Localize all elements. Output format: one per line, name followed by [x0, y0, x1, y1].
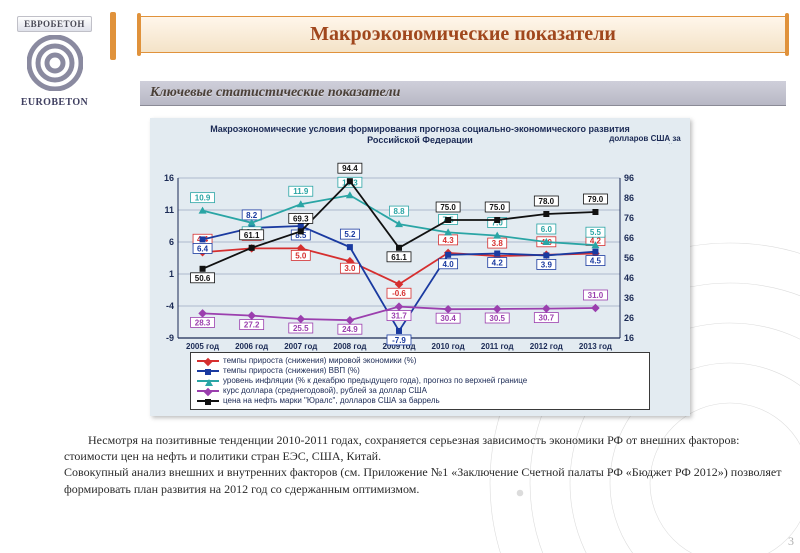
svg-text:96: 96 — [624, 173, 634, 183]
logo-text-en: EUROBETON — [12, 97, 97, 108]
svg-text:50.6: 50.6 — [195, 274, 211, 283]
svg-text:36: 36 — [624, 293, 634, 303]
svg-text:-9: -9 — [166, 333, 174, 343]
legend-item: цена на нефть марки "Юралс", долларов СШ… — [197, 396, 643, 406]
svg-text:5.2: 5.2 — [344, 230, 356, 239]
svg-text:75.0: 75.0 — [440, 203, 456, 212]
svg-text:3.0: 3.0 — [344, 264, 356, 273]
legend-item: курс доллара (среднегодовой), рублей за … — [197, 386, 643, 396]
svg-text:2012 год: 2012 год — [530, 342, 563, 351]
svg-text:6.4: 6.4 — [197, 244, 209, 253]
svg-text:61.1: 61.1 — [391, 253, 407, 262]
svg-text:4.0: 4.0 — [443, 260, 455, 269]
svg-text:94.4: 94.4 — [342, 164, 358, 173]
svg-text:27.2: 27.2 — [244, 321, 260, 330]
svg-text:5.0: 5.0 — [295, 251, 307, 260]
svg-text:56: 56 — [624, 253, 634, 263]
svg-text:2008 год: 2008 год — [333, 342, 366, 351]
legend-item: темпы прироста (снижения) мировой эконом… — [197, 356, 643, 366]
svg-text:11.9: 11.9 — [293, 187, 309, 196]
svg-text:30.4: 30.4 — [440, 314, 456, 323]
page-title: Макроэкономические показатели — [140, 16, 786, 53]
svg-text:3.9: 3.9 — [541, 260, 553, 269]
svg-text:31.0: 31.0 — [588, 291, 604, 300]
svg-text:2013 год: 2013 год — [579, 342, 612, 351]
svg-text:8.2: 8.2 — [246, 211, 258, 220]
legend-item: темпы прироста (снижения) ВВП (%) — [197, 366, 643, 376]
svg-text:25.5: 25.5 — [293, 324, 309, 333]
svg-text:2006 год: 2006 год — [235, 342, 268, 351]
svg-text:26: 26 — [624, 313, 634, 323]
body-paragraph-2: Совокупный анализ внешних и внутренних ф… — [64, 464, 786, 496]
svg-text:6.0: 6.0 — [541, 225, 553, 234]
svg-text:76: 76 — [624, 213, 634, 223]
logo-text-ru: ЕВРОБЕТОН — [17, 16, 92, 32]
svg-text:-0.6: -0.6 — [392, 289, 406, 298]
svg-text:4.2: 4.2 — [492, 259, 504, 268]
svg-text:10.9: 10.9 — [195, 194, 211, 203]
svg-text:78.0: 78.0 — [539, 197, 555, 206]
svg-text:2010 год: 2010 год — [432, 342, 465, 351]
chart-plot: -9-41611161626364656667686962005 год2006… — [150, 144, 690, 359]
svg-text:4.5: 4.5 — [590, 257, 602, 266]
svg-text:28.3: 28.3 — [195, 318, 211, 327]
legend-item: уровень инфляции (% к декабрю предыдущег… — [197, 376, 643, 386]
chart-title-line1: Макроэкономические условия формирования … — [210, 124, 630, 134]
svg-text:3.8: 3.8 — [492, 239, 504, 248]
svg-text:24.9: 24.9 — [342, 325, 358, 334]
body-paragraph-1: Несмотря на позитивные тенденции 2010-20… — [64, 432, 786, 464]
svg-text:2005 год: 2005 год — [186, 342, 219, 351]
body-text: Несмотря на позитивные тенденции 2010-20… — [64, 432, 786, 497]
page-number: 3 — [788, 534, 794, 549]
svg-text:1: 1 — [169, 269, 174, 279]
svg-text:79.0: 79.0 — [588, 195, 604, 204]
svg-text:75.0: 75.0 — [489, 203, 505, 212]
svg-text:-4: -4 — [166, 301, 174, 311]
svg-text:86: 86 — [624, 193, 634, 203]
logo-swirl-icon — [27, 35, 83, 91]
svg-text:61.1: 61.1 — [244, 231, 260, 240]
svg-text:16: 16 — [164, 173, 174, 183]
svg-text:4.3: 4.3 — [443, 236, 455, 245]
chart-card: Макроэкономические условия формирования … — [150, 118, 690, 416]
logo: ЕВРОБЕТОН EUROBETON — [12, 14, 97, 108]
svg-text:2007 год: 2007 год — [284, 342, 317, 351]
svg-text:-7.9: -7.9 — [392, 336, 406, 345]
svg-text:6: 6 — [169, 237, 174, 247]
chart-legend: темпы прироста (снижения) мировой эконом… — [190, 352, 650, 410]
svg-text:46: 46 — [624, 273, 634, 283]
svg-text:8.8: 8.8 — [393, 207, 405, 216]
section-subtitle: Ключевые статистические показатели — [140, 80, 786, 106]
svg-text:2011 год: 2011 год — [481, 342, 514, 351]
svg-text:30.7: 30.7 — [539, 314, 555, 323]
svg-text:31.7: 31.7 — [391, 312, 407, 321]
svg-text:30.5: 30.5 — [489, 314, 505, 323]
svg-text:11: 11 — [164, 205, 174, 215]
svg-text:5.5: 5.5 — [590, 228, 602, 237]
svg-text:16: 16 — [624, 333, 634, 343]
decorative-rail — [110, 12, 116, 60]
svg-text:66: 66 — [624, 233, 634, 243]
chart-title: Макроэкономические условия формирования … — [158, 124, 682, 146]
svg-text:69.3: 69.3 — [293, 214, 309, 223]
